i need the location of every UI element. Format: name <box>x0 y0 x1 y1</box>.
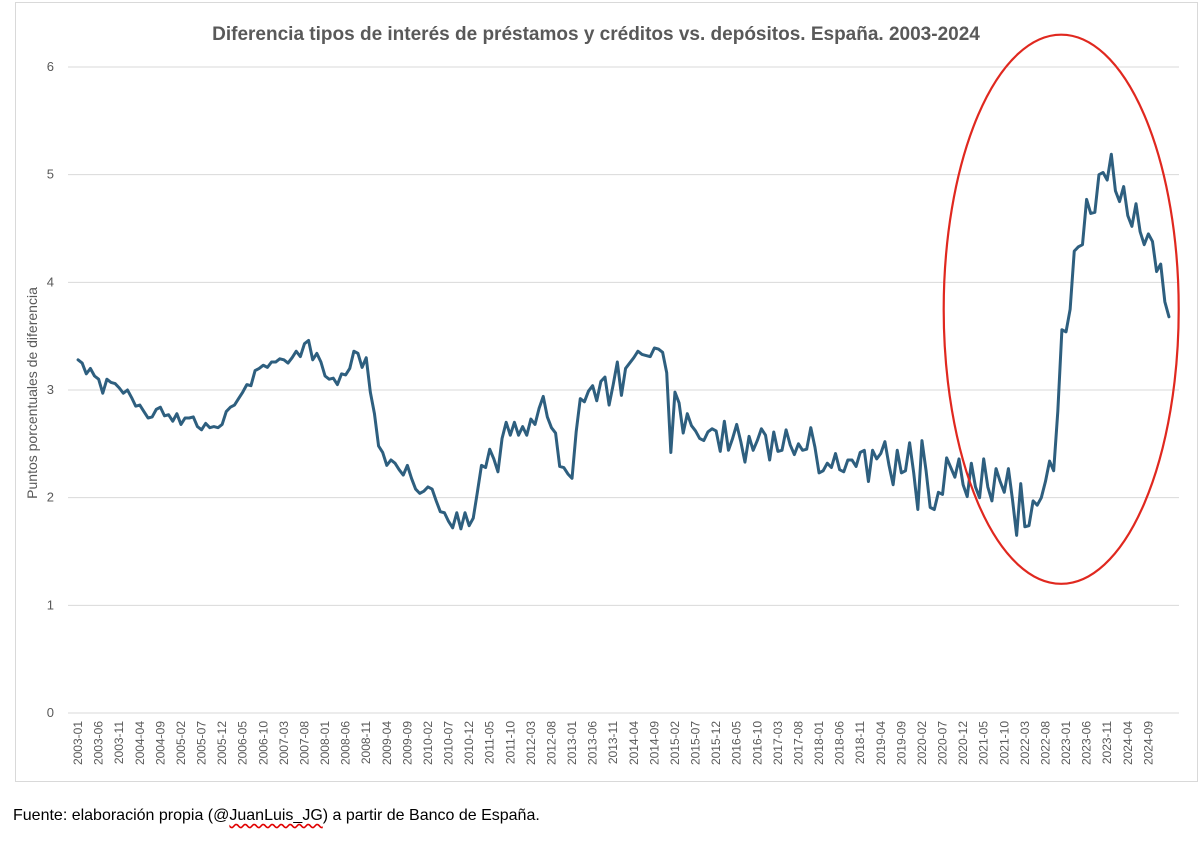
annotation-layer <box>942 33 1180 585</box>
x-tick-label: 2012-03 <box>524 721 538 765</box>
x-tick-label: 2008-11 <box>359 721 373 764</box>
y-tick-label: 4 <box>47 274 54 289</box>
source-note: Fuente: elaboración propia (@JuanLuis_JG… <box>13 807 540 825</box>
x-tick-label: 2006-05 <box>236 721 250 765</box>
x-tick-label: 2003-06 <box>92 721 106 765</box>
highlight-ellipse <box>942 33 1180 585</box>
gridlines <box>68 66 1179 714</box>
y-tick-label: 6 <box>47 59 54 74</box>
x-tick-label: 2021-10 <box>997 721 1011 765</box>
x-tick-label: 2013-11 <box>606 721 620 764</box>
source-note-handle: JuanLuis_JG <box>229 807 323 824</box>
x-tick-label: 2007-08 <box>297 721 311 765</box>
x-tick-label: 2011-10 <box>503 721 517 764</box>
x-tick-label: 2009-09 <box>400 721 414 765</box>
x-tick-label: 2018-01 <box>812 721 826 765</box>
x-tick-label: 2015-02 <box>668 721 682 765</box>
x-tick-label: 2024-04 <box>1121 721 1135 765</box>
x-tick-label: 2005-12 <box>215 721 229 765</box>
x-tick-label: 2022-03 <box>1018 721 1032 765</box>
x-tick-label: 2003-01 <box>71 721 85 765</box>
x-tick-label: 2003-11 <box>112 721 126 764</box>
x-tick-label: 2020-02 <box>915 721 929 765</box>
x-tick-label: 2023-01 <box>1059 721 1073 765</box>
x-tick-label: 2014-09 <box>647 721 661 765</box>
x-tick-label: 2005-02 <box>174 721 188 765</box>
x-tick-label: 2012-08 <box>544 721 558 765</box>
x-tick-label: 2022-08 <box>1038 721 1052 765</box>
x-tick-label: 2010-07 <box>442 721 456 765</box>
x-tick-label: 2010-02 <box>421 721 435 765</box>
x-tick-label: 2015-07 <box>689 721 703 765</box>
x-tick-label: 2020-12 <box>956 721 970 765</box>
x-tick-label: 2008-01 <box>318 721 332 765</box>
source-note-start: Fuente: elaboración propia (@ <box>13 807 230 824</box>
x-tick-label: 2007-03 <box>277 721 291 765</box>
x-tick-label: 2014-04 <box>627 721 641 765</box>
y-tick-label: 0 <box>47 705 54 720</box>
x-tick-label: 2018-06 <box>833 721 847 765</box>
y-axis-label: Puntos porcentuales de diferencia <box>24 287 40 499</box>
x-tick-label: 2013-06 <box>586 721 600 765</box>
x-tick-label: 2016-10 <box>750 721 764 765</box>
chart-title: Diferencia tipos de interés de préstamos… <box>212 24 980 45</box>
x-tick-label: 2017-08 <box>791 721 805 765</box>
y-axis-ticks: 0 1 2 3 4 5 6 <box>47 59 54 720</box>
x-tick-label: 2020-07 <box>936 721 950 765</box>
source-note-end: ) a partir de Banco de España. <box>322 807 540 824</box>
x-tick-label: 2019-09 <box>894 721 908 765</box>
x-tick-label: 2009-04 <box>380 721 394 765</box>
y-tick-label: 2 <box>47 490 54 505</box>
x-tick-label: 2021-05 <box>977 721 991 765</box>
x-tick-label: 2013-01 <box>565 721 579 765</box>
x-tick-label: 2015-12 <box>709 721 723 765</box>
x-tick-label: 2017-03 <box>771 721 785 765</box>
x-tick-label: 2005-07 <box>195 721 209 765</box>
series-layer <box>76 152 1171 537</box>
y-tick-label: 1 <box>47 597 54 612</box>
y-tick-label: 3 <box>47 382 54 397</box>
y-tick-label: 5 <box>47 167 54 182</box>
x-tick-label: 2023-06 <box>1080 721 1094 765</box>
x-tick-label: 2023-11 <box>1100 721 1114 764</box>
x-tick-label: 2018-11 <box>853 721 867 764</box>
x-tick-label: 2024-09 <box>1141 721 1155 765</box>
x-tick-label: 2008-06 <box>339 721 353 765</box>
chart-frame: Diferencia tipos de interés de préstamos… <box>15 2 1198 782</box>
x-tick-label: 2004-09 <box>153 721 167 765</box>
series-line <box>76 152 1171 537</box>
x-tick-label: 2019-04 <box>874 721 888 765</box>
x-axis-ticks: 2003-01 2003-06 2003-11 2004-04 2004-09 2005-… <box>71 721 1155 765</box>
x-tick-label: 2011-05 <box>483 721 497 764</box>
line-chart: Diferencia tipos de interés de préstamos… <box>24 24 1180 765</box>
x-tick-label: 2004-04 <box>133 721 147 765</box>
x-tick-label: 2006-10 <box>256 721 270 765</box>
x-tick-label: 2016-05 <box>730 721 744 765</box>
x-tick-label: 2010-12 <box>462 721 476 765</box>
